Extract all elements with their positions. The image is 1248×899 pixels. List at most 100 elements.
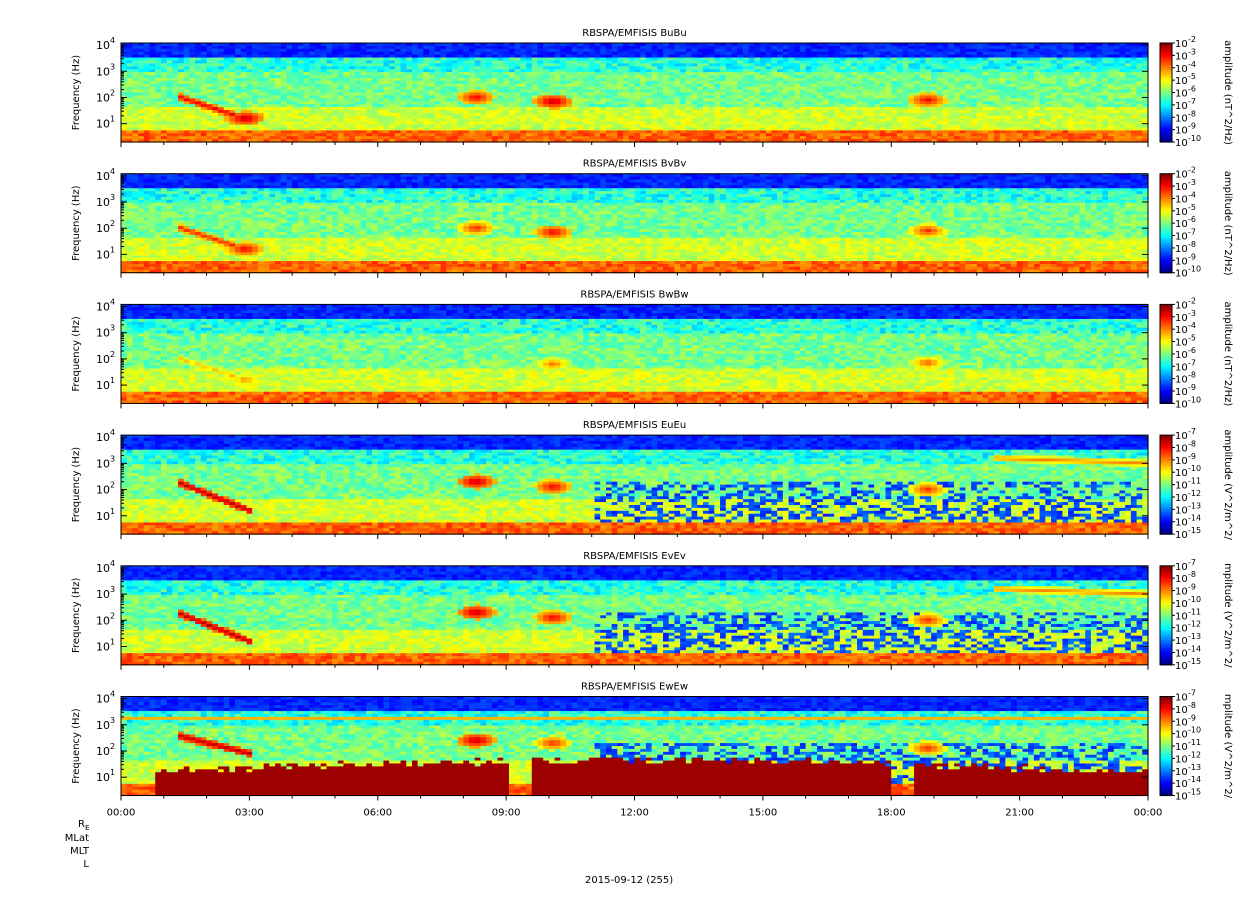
heatmap-cell (240, 130, 248, 134)
heatmap-cell (400, 80, 407, 85)
heatmap-cell (360, 133, 367, 137)
heatmap-cell (269, 66, 276, 70)
heatmap-cell (121, 139, 128, 143)
heatmap-cell (263, 63, 270, 67)
heatmap-cell (411, 109, 419, 114)
heatmap-cell (143, 130, 151, 134)
heatmap-cell (474, 112, 482, 117)
heatmap-cell (486, 121, 493, 126)
heatmap-cell (400, 57, 407, 62)
heatmap-cell (172, 136, 179, 140)
heatmap-cell (457, 95, 464, 99)
heatmap-cell (240, 72, 248, 76)
heatmap-cell (160, 92, 168, 97)
heatmap-cell (446, 101, 453, 105)
heatmap-cell (166, 136, 173, 140)
heatmap-cell (457, 104, 464, 108)
heatmap-cell (383, 75, 390, 79)
heatmap-cell (343, 86, 350, 91)
heatmap-cell (366, 121, 373, 126)
heatmap-cell (343, 136, 350, 140)
heatmap-cell (235, 43, 242, 47)
heatmap-cell (166, 63, 173, 67)
heatmap-cell (240, 48, 248, 53)
heatmap-cell (240, 95, 248, 99)
heatmap-cell (451, 66, 459, 70)
heatmap-cell (263, 107, 270, 111)
heatmap-cell (474, 107, 482, 111)
heatmap-cell (417, 127, 424, 131)
heatmap-cell (394, 127, 402, 131)
heatmap-cell (423, 92, 430, 97)
heatmap-cell (252, 127, 259, 131)
heatmap-cell (292, 95, 299, 99)
heatmap-cell (434, 124, 442, 129)
heatmap-cell (223, 54, 231, 59)
heatmap-cell (406, 66, 413, 70)
heatmap-cell (474, 130, 482, 134)
heatmap-cell (178, 51, 185, 56)
heatmap-cell (126, 69, 134, 73)
heatmap-cell (212, 83, 219, 88)
heatmap-cell (469, 136, 476, 140)
heatmap-cell (263, 51, 270, 56)
heatmap-cell (463, 75, 470, 79)
heatmap-cell (326, 133, 333, 137)
heatmap-cell (149, 124, 156, 129)
heatmap-cell (349, 75, 356, 79)
heatmap-cell (252, 75, 259, 79)
heatmap-cell (280, 63, 288, 67)
heatmap-cell (229, 133, 236, 137)
heatmap-cell (326, 63, 333, 67)
heatmap-cell (189, 86, 196, 91)
heatmap-cell (212, 54, 219, 59)
heatmap-cell (286, 121, 293, 126)
heatmap-cell (463, 54, 470, 59)
heatmap-cell (200, 51, 208, 56)
heatmap-cell (303, 139, 310, 143)
heatmap-cell (149, 136, 156, 140)
heatmap-cell (440, 136, 447, 140)
heatmap-cell (508, 104, 516, 108)
heatmap-cell (212, 139, 219, 143)
heatmap-cell (132, 107, 139, 111)
heatmap-cell (377, 109, 385, 114)
heatmap-cell (292, 66, 299, 70)
heatmap-cell (223, 98, 231, 102)
heatmap-cell (326, 75, 333, 79)
heatmap-cell (343, 101, 350, 105)
heatmap-cell (463, 57, 470, 62)
heatmap-cell (252, 130, 259, 134)
heatmap-cell (514, 43, 521, 47)
heatmap-cell (434, 66, 442, 70)
heatmap-cell (514, 69, 521, 73)
heatmap-cell (354, 136, 362, 140)
heatmap-cell (457, 133, 464, 137)
heatmap-cell (286, 45, 293, 50)
heatmap-cell (269, 136, 276, 140)
heatmap-cell (389, 124, 396, 129)
heatmap-cell (257, 121, 265, 126)
heatmap-cell (143, 63, 151, 67)
heatmap-cell (497, 95, 504, 99)
heatmap-cell (434, 86, 442, 91)
heatmap-cell (143, 60, 151, 64)
heatmap-cell (149, 112, 156, 117)
heatmap-cell (474, 60, 482, 64)
heatmap-cell (149, 101, 156, 105)
heatmap-cell (389, 115, 396, 120)
heatmap-cell (143, 48, 151, 53)
heatmap-cell (297, 54, 305, 59)
heatmap-cell (195, 45, 202, 50)
heatmap-cell (320, 75, 327, 79)
heatmap-cell (349, 54, 356, 59)
heatmap-cell (178, 124, 185, 129)
heatmap-cell (360, 69, 367, 73)
heatmap-cell (446, 72, 453, 76)
heatmap-cell (309, 45, 316, 50)
heatmap-cell (503, 66, 510, 70)
heatmap-cell (337, 66, 345, 70)
heatmap-cell (297, 95, 305, 99)
heatmap-cell (155, 112, 162, 117)
heatmap-cell (491, 109, 499, 114)
